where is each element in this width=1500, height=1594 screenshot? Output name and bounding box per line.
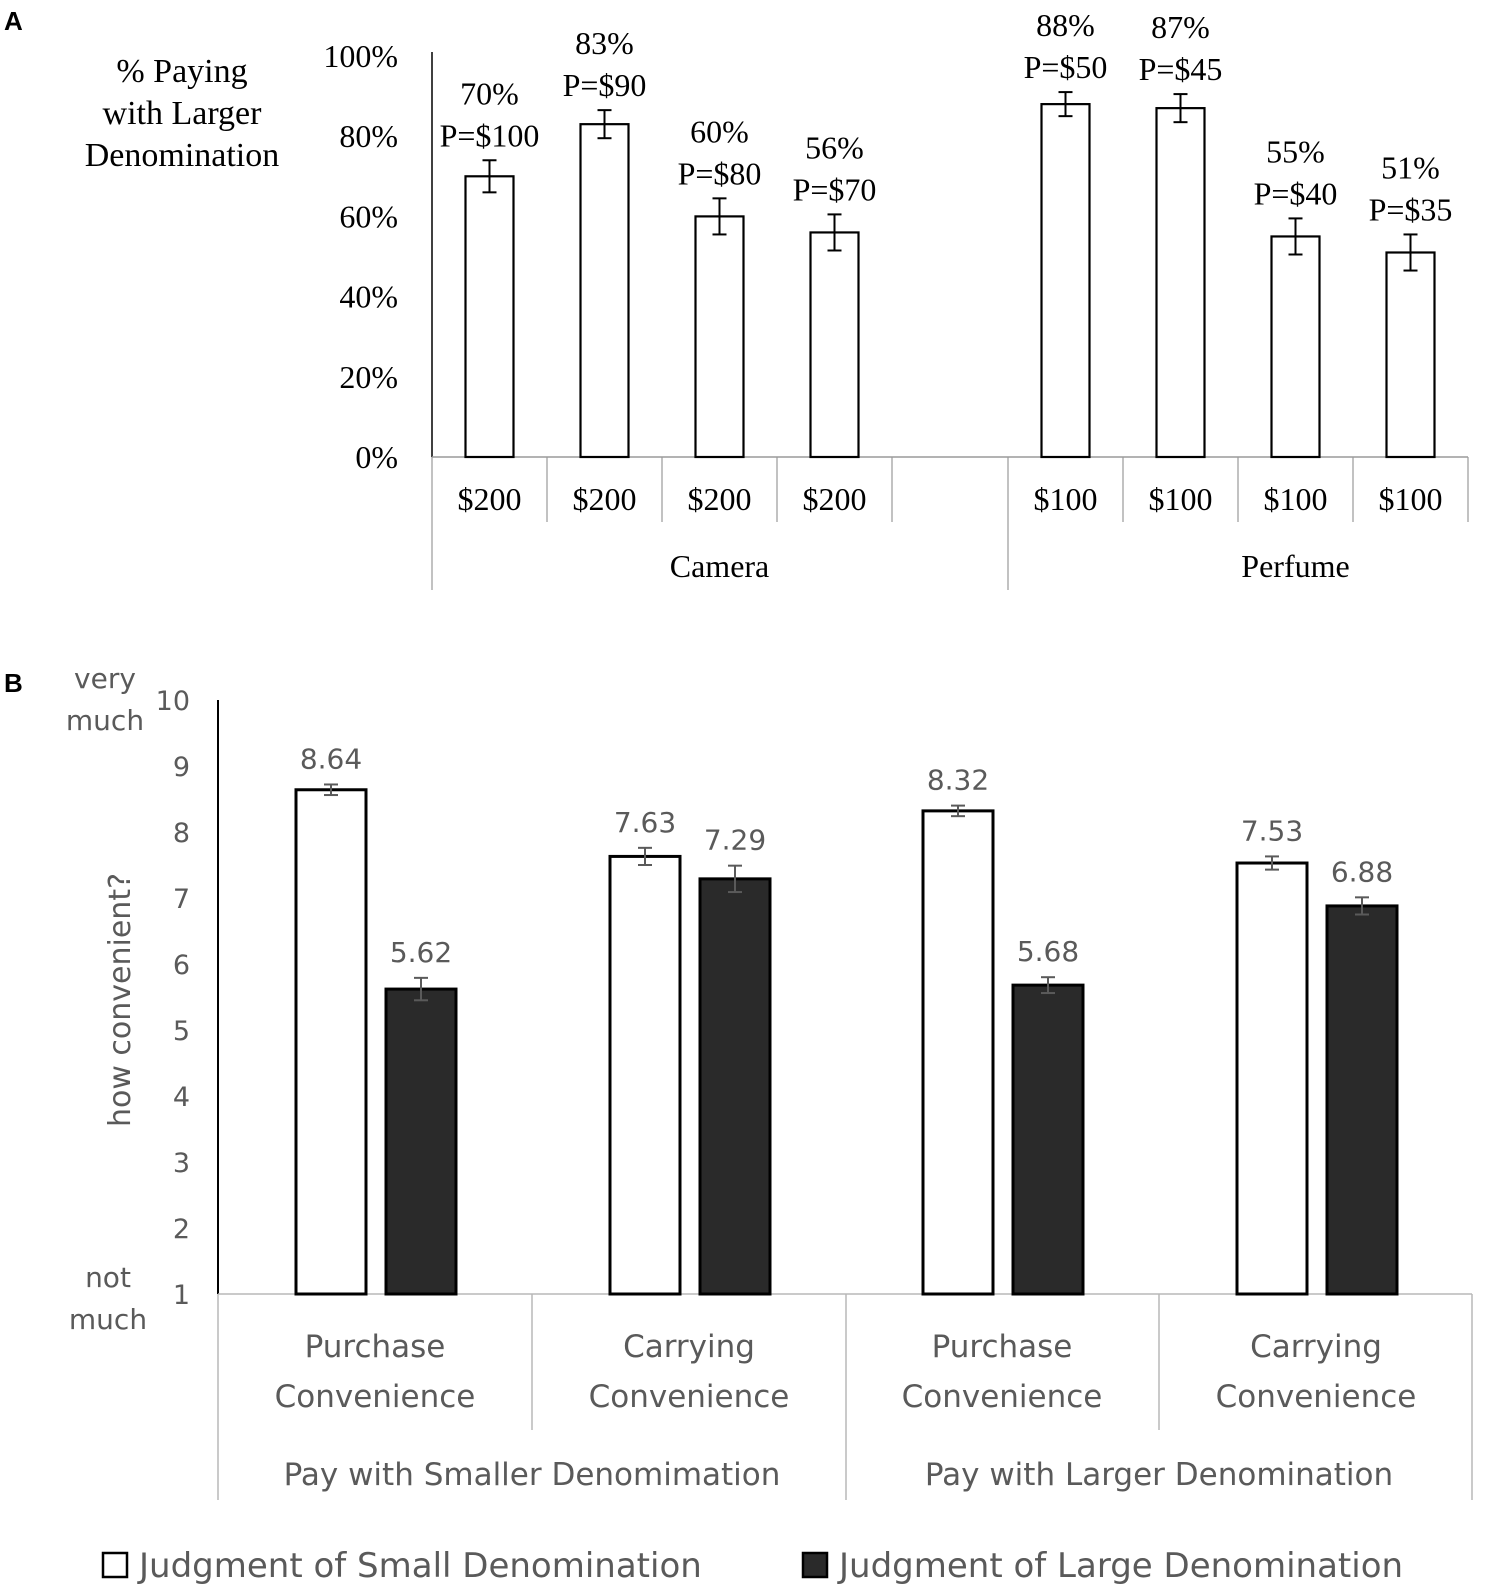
y-tick-label: 40%	[339, 279, 398, 315]
bar	[384, 987, 458, 1296]
panel-a-chart: % Paying with Larger Denomination 0% 20% 40% 6…	[85, 7, 1469, 590]
legend-label: Judgment of Large Denomination	[837, 1546, 1403, 1586]
legend-swatch	[101, 1551, 129, 1579]
y-tick-label: 60%	[339, 198, 398, 234]
y-tick-label: 4	[173, 1082, 190, 1113]
bar	[1040, 103, 1091, 459]
bar	[698, 877, 772, 1296]
data-label-price: P=$90	[563, 67, 647, 103]
y-tick-label: 3	[173, 1148, 190, 1179]
bar	[579, 123, 630, 459]
data-label-percent: 55%	[1266, 133, 1325, 169]
y-tick-label: 80%	[339, 118, 398, 154]
x-tick-label: Convenience	[902, 1379, 1103, 1415]
y-axis-label: Denomination	[85, 137, 280, 174]
data-label-price: P=$70	[793, 171, 877, 207]
data-label-price: P=$35	[1369, 191, 1453, 227]
data-label: 8.64	[300, 742, 362, 775]
y-tick-label: 2	[173, 1214, 190, 1245]
bar	[464, 175, 515, 459]
x-tick-label: $100	[1264, 481, 1328, 517]
bar	[809, 231, 860, 459]
data-label: 7.29	[704, 824, 766, 857]
y-tick-label: 6	[173, 950, 190, 981]
data-label-percent: 51%	[1381, 149, 1440, 185]
x-tick-label: $200	[458, 481, 522, 517]
panel-b-letter: B	[4, 668, 23, 698]
data-label: 7.63	[614, 806, 676, 839]
y-axis-top-label: very	[74, 662, 136, 695]
data-label: 6.88	[1331, 855, 1393, 888]
y-tick-label: 0%	[355, 439, 398, 475]
legend-label: Judgment of Small Denomination	[137, 1546, 702, 1586]
data-label-price: P=$80	[678, 155, 762, 191]
y-axis-bottom-label: not	[85, 1261, 131, 1294]
x-tick-label: $100	[1149, 481, 1213, 517]
x-tick-label: Purchase	[932, 1329, 1073, 1365]
data-label-percent: 70%	[460, 75, 519, 111]
x-tick-label: $200	[573, 481, 637, 517]
x-tick-label: Purchase	[305, 1329, 446, 1365]
group-label: Pay with Larger Denomination	[925, 1457, 1393, 1493]
panel-b-chart: how convenient? very much not much 1 2 3 4 5 6 7 8 9 1…	[66, 662, 1473, 1586]
bar	[694, 215, 745, 459]
y-axis-label: % Paying	[116, 53, 247, 90]
data-label: 8.32	[927, 764, 989, 797]
bar	[1270, 235, 1321, 459]
data-label-price: P=$40	[1254, 175, 1338, 211]
data-label-percent: 60%	[690, 113, 749, 149]
y-axis-bottom-label: much	[69, 1303, 147, 1336]
bar	[608, 854, 682, 1296]
x-tick-label: Carrying	[623, 1329, 755, 1365]
x-tick-label: $100	[1034, 481, 1098, 517]
data-label: 7.53	[1241, 814, 1303, 847]
panel-a-letter: A	[4, 6, 23, 36]
data-label-price: P=$100	[440, 117, 540, 153]
y-tick-label: 8	[173, 818, 190, 849]
bar	[1325, 904, 1399, 1296]
bar	[1385, 251, 1436, 459]
bar	[294, 788, 368, 1296]
y-axis-top-label: much	[66, 704, 144, 737]
x-tick-label: $200	[688, 481, 752, 517]
bar	[1155, 107, 1206, 459]
group-label: Pay with Smaller Denomimation	[284, 1457, 781, 1493]
y-axis-label: with Larger	[103, 95, 263, 132]
bar	[1011, 983, 1085, 1296]
x-tick-label: Carrying	[1250, 1329, 1382, 1365]
y-axis-label: how convenient?	[103, 873, 138, 1127]
group-label: Camera	[670, 548, 770, 584]
y-tick-label: 7	[173, 884, 190, 915]
data-label-price: P=$45	[1139, 51, 1223, 87]
x-tick-label: Convenience	[275, 1379, 476, 1415]
y-tick-label: 1	[173, 1280, 190, 1311]
y-tick-label: 9	[173, 752, 190, 783]
data-label-percent: 56%	[805, 129, 864, 165]
data-label-price: P=$50	[1024, 49, 1108, 85]
x-tick-label: Convenience	[589, 1379, 790, 1415]
x-tick-label: $100	[1379, 481, 1443, 517]
y-tick-label: 100%	[323, 38, 398, 74]
group-label: Perfume	[1241, 548, 1349, 584]
data-label-percent: 87%	[1151, 9, 1210, 45]
data-label-percent: 83%	[575, 25, 634, 61]
data-label: 5.62	[390, 936, 452, 969]
y-tick-label: 5	[173, 1016, 190, 1047]
x-tick-label: Convenience	[1216, 1379, 1417, 1415]
y-tick-label: 20%	[339, 359, 398, 395]
data-label: 5.68	[1017, 935, 1079, 968]
y-tick-label: 10	[156, 686, 190, 717]
x-tick-label: $200	[803, 481, 867, 517]
bar	[921, 809, 995, 1296]
bar	[1235, 861, 1309, 1296]
legend-swatch	[801, 1551, 829, 1579]
data-label-percent: 88%	[1036, 7, 1095, 43]
